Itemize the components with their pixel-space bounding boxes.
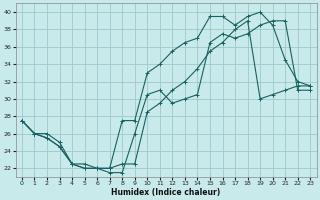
X-axis label: Humidex (Indice chaleur): Humidex (Indice chaleur): [111, 188, 221, 197]
